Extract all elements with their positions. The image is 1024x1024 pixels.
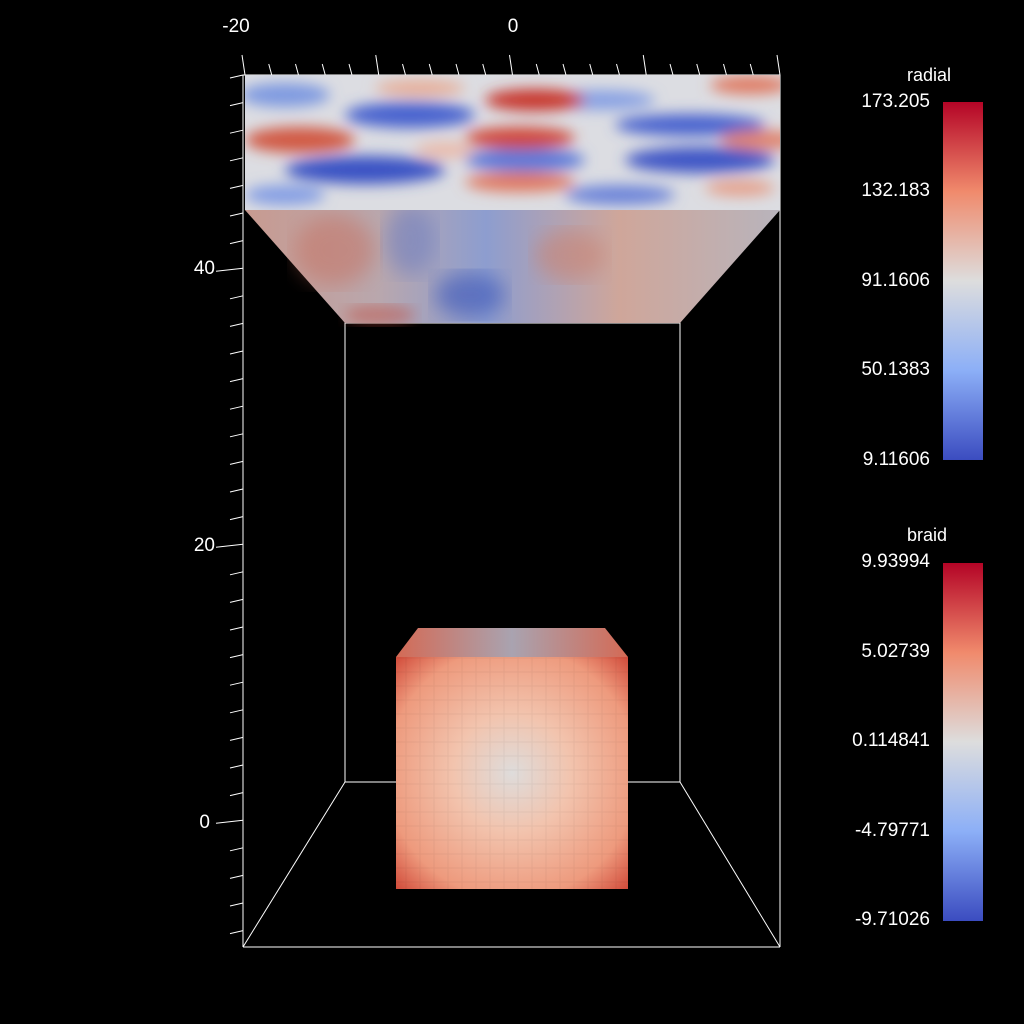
legend-tick: 173.205	[861, 91, 930, 112]
legend-tick: 5.02739	[861, 641, 930, 662]
y-tick-label: 0	[199, 812, 210, 833]
legend-tick: -9.71026	[854, 909, 930, 930]
legend-tick: 9.11606	[862, 449, 930, 470]
y-axis-tick	[229, 874, 244, 879]
braid-color-legend: braid 9.93994 5.02739 0.114841 -4.79771 …	[820, 520, 990, 930]
legend-tick: -4.79771	[854, 820, 930, 841]
y-axis-ticks	[215, 74, 244, 935]
legend-title: braid	[907, 525, 948, 545]
x-axis-tick	[321, 63, 326, 76]
x-axis-tick	[562, 63, 567, 76]
x-axis-tick	[241, 54, 246, 76]
y-axis-tick	[229, 930, 244, 935]
y-axis-tick	[229, 709, 244, 714]
x-axis-tick	[428, 63, 433, 76]
y-axis-tick	[229, 240, 244, 245]
x-axis-tick	[375, 54, 380, 76]
y-axis-tick	[215, 543, 244, 548]
y-axis-tick	[229, 378, 244, 383]
x-axis-tick	[295, 63, 299, 76]
x-axis-tick	[348, 63, 353, 76]
colorbar	[943, 563, 983, 921]
legend-title: radial	[907, 65, 952, 85]
x-axis-tick	[616, 63, 620, 76]
legend-tick: 50.1383	[861, 359, 930, 380]
x-axis-tick	[482, 63, 487, 76]
radial-slab-side	[245, 205, 780, 325]
y-axis-tick	[229, 184, 244, 189]
y-axis-tick	[229, 654, 244, 659]
x-axis-tick	[455, 63, 460, 76]
radial-color-legend: radial 173.205 132.183 91.1606 50.1383 9…	[820, 60, 990, 470]
x-axis-tick	[749, 63, 754, 76]
radial-slab-top	[245, 75, 780, 210]
y-axis-tick	[229, 102, 244, 107]
x-tick-label: 0	[507, 16, 519, 37]
x-axis-tick	[402, 63, 406, 76]
y-axis-tick	[229, 598, 244, 603]
x-axis-tick	[669, 63, 674, 76]
y-axis-tick	[229, 322, 244, 327]
y-axis-tick	[229, 736, 244, 741]
y-axis-tick	[229, 626, 244, 631]
x-axis-tick	[776, 54, 781, 76]
y-tick-label: 20	[193, 535, 215, 556]
legend-tick: 0.114841	[852, 730, 930, 751]
legend-tick: 132.183	[861, 180, 930, 201]
x-axis-tick	[723, 63, 727, 76]
y-axis-tick	[229, 350, 244, 355]
y-axis-tick	[229, 460, 244, 465]
x-axis-tick	[268, 63, 273, 76]
legend-tick: 91.1606	[861, 270, 930, 291]
y-axis-tick	[229, 681, 244, 686]
y-axis-tick	[229, 488, 244, 493]
x-axis-tick	[589, 63, 594, 76]
y-axis-tick	[229, 902, 244, 907]
legend-tick: 9.93994	[861, 551, 930, 572]
braid-cube	[396, 628, 628, 889]
colorbar	[943, 102, 983, 460]
y-axis-tick	[229, 74, 244, 79]
y-tick-label: 40	[193, 258, 215, 279]
y-axis-tick	[229, 157, 244, 162]
x-axis-tick	[696, 63, 701, 76]
y-axis-tick	[215, 267, 244, 272]
x-axis-tick	[642, 54, 647, 76]
y-axis-tick	[229, 764, 244, 769]
x-axis-tick	[509, 54, 513, 76]
y-axis-tick	[229, 792, 244, 797]
x-axis-ticks	[241, 54, 781, 76]
x-tick-label: -20	[222, 16, 250, 37]
y-axis-tick	[229, 295, 244, 300]
y-axis-tick	[229, 516, 244, 521]
y-axis-tick	[229, 212, 244, 217]
y-axis-tick	[215, 819, 244, 824]
y-axis-tick	[229, 433, 244, 438]
y-axis-tick	[229, 847, 244, 852]
x-axis-tick	[535, 63, 540, 76]
y-axis-tick	[229, 129, 244, 134]
y-axis-tick	[229, 405, 244, 410]
y-axis-tick	[229, 571, 244, 576]
